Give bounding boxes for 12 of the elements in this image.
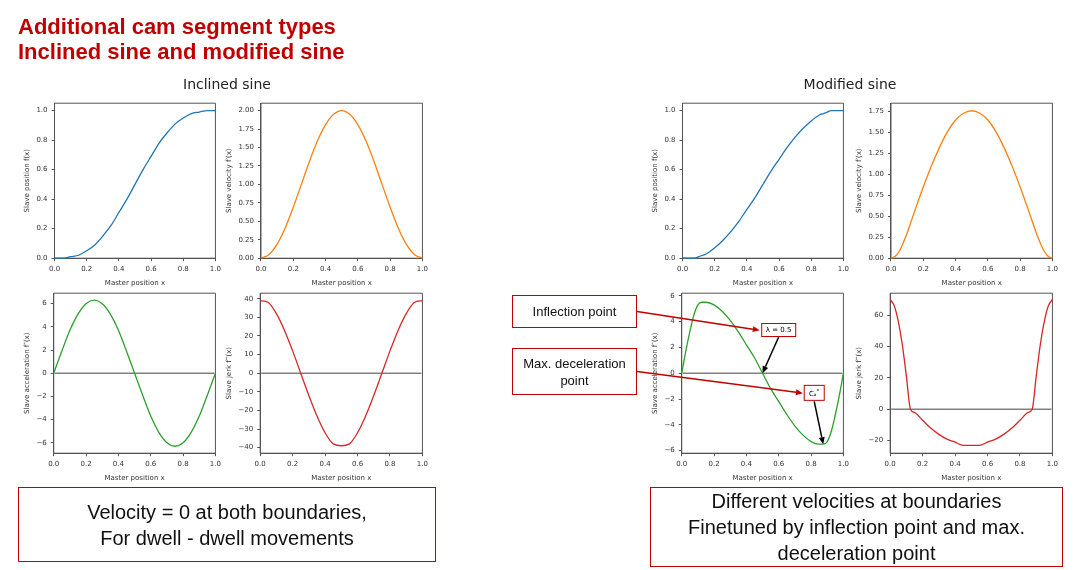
text: Modified sine <box>802 76 898 92</box>
text: Different velocities at boundaries Finetuned by inflection point and max. deceleration point <box>650 487 1063 567</box>
line-series <box>681 301 845 445</box>
line-series <box>889 298 1054 447</box>
text: Velocity = 0 at both boundaries, For dwell - dwell movements <box>18 487 436 562</box>
text: Inclined sine and modified sine <box>18 39 345 64</box>
line-series <box>53 299 217 447</box>
text: Max. deceleration point <box>512 348 637 395</box>
text: Inflection point <box>512 295 637 328</box>
line-series <box>259 299 424 447</box>
text: Additional cam segment types <box>18 14 337 39</box>
text: Inclined sine <box>182 76 272 92</box>
